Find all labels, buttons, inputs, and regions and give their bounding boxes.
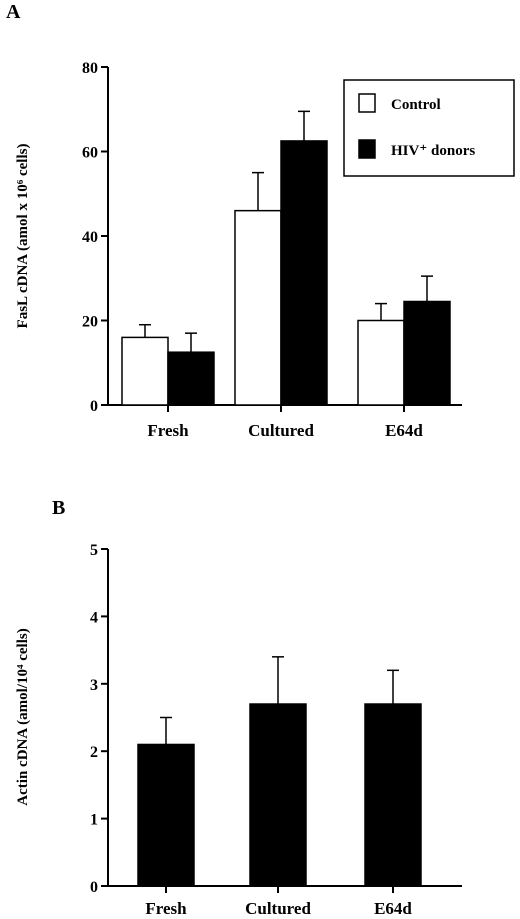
bar-b-series0-e64d [364,703,422,887]
panel-b-y-axis-label: Actin cDNA (amol/10⁴ cells) [15,628,31,805]
y-tick-label: 20 [82,314,98,331]
x-category-label: Cultured [245,899,311,918]
legend-control-swatch [358,93,376,113]
panel-a-plot: 0 20 40 60 80 Fresh Cultured E64d [82,60,462,440]
panel-a-label: A [6,1,21,23]
legend-hiv-swatch [358,139,376,159]
x-category-label: E64d [374,899,412,918]
bar-a-series0-cultured [234,209,282,406]
panel-a-legend: Control HIV⁺ donors [343,79,515,177]
bar-a-series0-e64d [357,319,405,406]
y-tick-label: 5 [90,542,98,559]
bar-b-series0-fresh [137,743,195,887]
panel-a-y-axis-label: FasL cDNA (amol x 10⁶ cells) [15,144,31,329]
bar-a-series1-cultured [280,140,328,406]
bar-b-series0-cultured [249,703,307,887]
x-category-label: Fresh [145,899,187,918]
bar-a-series1-fresh [167,351,215,406]
y-tick-label: 0 [90,398,98,415]
x-category-label: Fresh [147,421,189,440]
x-category-label: Cultured [248,421,314,440]
y-tick-label: 80 [82,60,98,77]
y-tick-label: 2 [90,744,98,761]
bar-a-series0-fresh [121,336,169,406]
y-tick-label: 60 [82,145,98,162]
y-tick-label: 4 [90,609,98,626]
y-tick-label: 40 [82,229,98,246]
panel-b-label: B [52,497,65,519]
x-category-label: E64d [385,421,423,440]
legend-hiv-label: HIV⁺ donors [391,143,475,159]
y-tick-label: 1 [90,812,98,829]
panel-b-plot: 0 1 2 3 4 5 Fresh Cultured E64d [90,542,462,918]
bar-a-series1-e64d [403,300,451,406]
y-tick-label: 3 [90,677,98,694]
y-tick-label: 0 [90,879,98,896]
legend-control-label: Control [391,97,441,113]
